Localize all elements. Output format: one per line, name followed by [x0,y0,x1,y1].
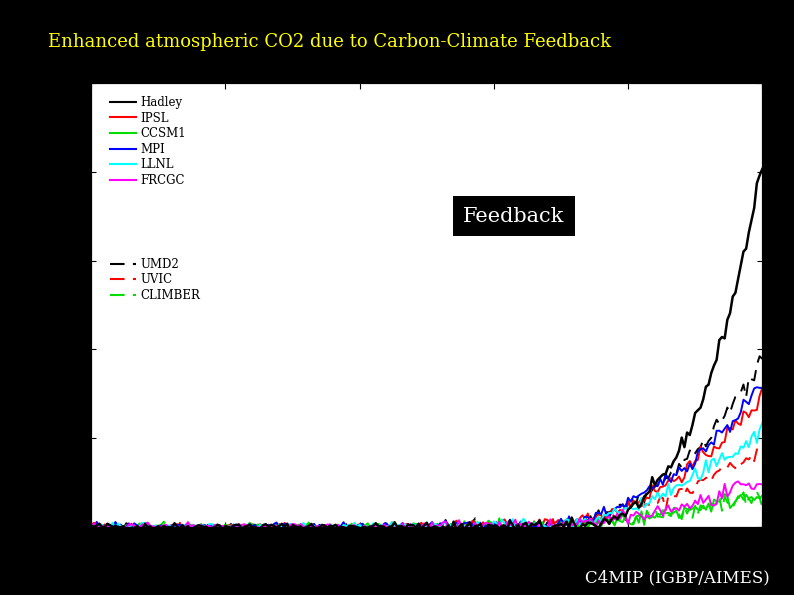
Legend: UMD2, UVIC, CLIMBER: UMD2, UVIC, CLIMBER [107,255,202,305]
X-axis label: Year: Year [411,550,442,564]
Y-axis label: Atmospheric CO2 Difference (ppm): Atmospheric CO2 Difference (ppm) [44,193,57,417]
Text: Feedback: Feedback [464,207,565,226]
Text: Enhanced atmospheric CO2 due to Carbon-Climate Feedback: Enhanced atmospheric CO2 due to Carbon-C… [48,33,611,51]
Text: C4MIP (IGBP/AIMES): C4MIP (IGBP/AIMES) [585,569,770,586]
